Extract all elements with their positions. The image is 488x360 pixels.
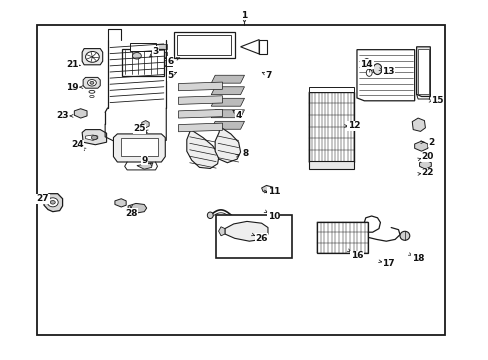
Polygon shape	[82, 49, 102, 65]
Text: 2: 2	[428, 138, 434, 147]
Polygon shape	[137, 163, 152, 169]
Text: 3: 3	[152, 46, 158, 55]
Polygon shape	[356, 50, 414, 101]
Bar	[308, 87, 353, 91]
Polygon shape	[115, 199, 126, 207]
Text: 10: 10	[267, 212, 280, 221]
Bar	[316, 222, 367, 253]
Polygon shape	[178, 96, 222, 104]
Ellipse shape	[50, 201, 55, 204]
Polygon shape	[211, 87, 244, 95]
Polygon shape	[83, 77, 100, 88]
Ellipse shape	[372, 64, 381, 75]
Bar	[308, 161, 353, 169]
Polygon shape	[416, 47, 429, 96]
Ellipse shape	[89, 90, 95, 93]
Ellipse shape	[366, 69, 371, 76]
Text: 20: 20	[421, 152, 433, 161]
Polygon shape	[44, 194, 62, 212]
Polygon shape	[145, 44, 167, 49]
Ellipse shape	[132, 53, 141, 59]
Polygon shape	[145, 52, 167, 57]
Polygon shape	[414, 141, 427, 151]
Text: 16: 16	[350, 251, 363, 260]
Bar	[173, 32, 234, 58]
Ellipse shape	[207, 212, 213, 219]
Polygon shape	[240, 40, 259, 54]
Bar	[121, 138, 158, 156]
Bar	[216, 215, 291, 258]
Polygon shape	[211, 75, 244, 83]
Text: 5: 5	[167, 71, 173, 80]
Ellipse shape	[363, 59, 369, 67]
Polygon shape	[82, 130, 106, 145]
Ellipse shape	[89, 95, 94, 98]
Polygon shape	[113, 134, 165, 162]
Text: 14: 14	[360, 60, 372, 69]
Polygon shape	[128, 203, 146, 213]
Ellipse shape	[87, 80, 96, 86]
Polygon shape	[224, 221, 267, 241]
Text: 7: 7	[265, 71, 272, 80]
Polygon shape	[261, 185, 274, 194]
Polygon shape	[211, 98, 244, 106]
Ellipse shape	[90, 81, 94, 84]
Text: 15: 15	[430, 96, 443, 105]
Bar	[122, 49, 163, 76]
Text: 21: 21	[66, 60, 79, 69]
Text: 28: 28	[124, 209, 137, 217]
Polygon shape	[145, 60, 167, 65]
Text: 25: 25	[133, 124, 145, 133]
Text: 12: 12	[347, 122, 360, 130]
Text: 27: 27	[37, 194, 49, 203]
Bar	[417, 49, 428, 94]
Polygon shape	[411, 118, 425, 131]
Text: 1: 1	[241, 10, 247, 19]
Polygon shape	[142, 121, 149, 128]
Text: 24: 24	[71, 140, 83, 149]
Polygon shape	[186, 130, 219, 168]
Ellipse shape	[85, 51, 99, 62]
Text: 4: 4	[235, 111, 242, 120]
Polygon shape	[211, 121, 244, 129]
Text: 9: 9	[141, 156, 147, 165]
Polygon shape	[215, 127, 240, 163]
Polygon shape	[85, 135, 98, 140]
Text: 17: 17	[382, 259, 394, 268]
Text: 11: 11	[267, 187, 280, 196]
Bar	[308, 91, 353, 162]
Ellipse shape	[399, 231, 409, 240]
Polygon shape	[218, 227, 224, 236]
Polygon shape	[419, 160, 430, 169]
Text: 6: 6	[167, 57, 173, 66]
Bar	[129, 43, 156, 51]
Ellipse shape	[47, 198, 58, 207]
Bar	[177, 35, 231, 55]
Polygon shape	[178, 82, 222, 91]
Bar	[37, 25, 444, 335]
Polygon shape	[178, 123, 222, 132]
Text: 18: 18	[411, 254, 424, 263]
Polygon shape	[259, 40, 266, 54]
Polygon shape	[74, 109, 87, 118]
Polygon shape	[178, 109, 222, 118]
Text: 26: 26	[255, 234, 267, 243]
Text: 19: 19	[66, 83, 79, 91]
Text: 22: 22	[421, 168, 433, 177]
Text: 8: 8	[243, 149, 248, 158]
Polygon shape	[211, 110, 244, 118]
Text: 13: 13	[382, 68, 394, 77]
Text: 23: 23	[56, 111, 69, 120]
Ellipse shape	[91, 135, 97, 140]
